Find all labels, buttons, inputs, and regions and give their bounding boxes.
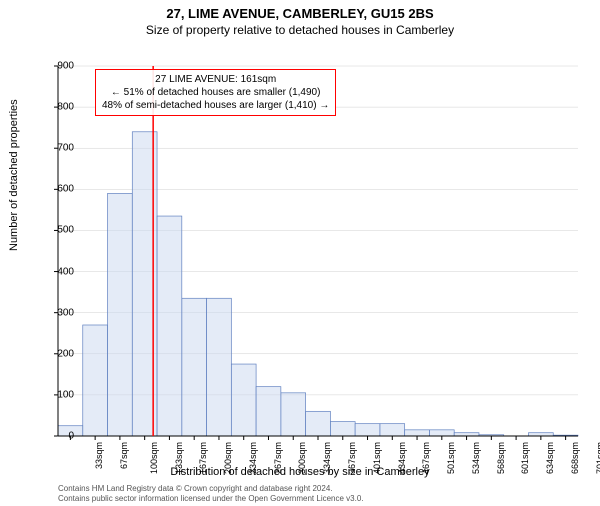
y-tick-label: 700: [57, 143, 74, 154]
histogram-bar: [182, 298, 207, 436]
y-axis-label: Number of detached properties: [8, 99, 20, 251]
x-axis-label: Distribution of detached houses by size …: [0, 466, 600, 478]
histogram-bar: [355, 424, 380, 436]
annotation-line-3: 48% of semi-detached houses are larger (…: [102, 99, 329, 112]
y-tick-label: 200: [57, 348, 74, 359]
histogram-bar: [429, 430, 454, 436]
x-tick-label: 33sqm: [94, 442, 104, 469]
y-tick-label: 100: [57, 389, 74, 400]
y-tick-label: 500: [57, 225, 74, 236]
attribution-line-2: Contains public sector information licen…: [58, 494, 364, 504]
chart-container: 27, LIME AVENUE, CAMBERLEY, GU15 2BS Siz…: [0, 6, 600, 506]
y-tick-label: 400: [57, 266, 74, 277]
y-tick-label: 800: [57, 102, 74, 113]
histogram-bar: [108, 193, 133, 436]
histogram-bar: [281, 393, 306, 436]
y-tick-label: 0: [68, 431, 74, 442]
annotation-line-1: 27 LIME AVENUE: 161sqm: [102, 73, 329, 86]
page-subtitle: Size of property relative to detached ho…: [0, 23, 600, 37]
histogram-bar: [306, 411, 331, 436]
histogram-bar: [157, 216, 182, 436]
histogram-bar: [380, 424, 405, 436]
y-tick-label: 300: [57, 307, 74, 318]
histogram-bar: [207, 298, 232, 436]
histogram-bar: [231, 364, 256, 436]
plot-area: [58, 66, 578, 436]
histogram-bar: [330, 422, 355, 436]
histogram-bar: [83, 325, 108, 436]
histogram-bar: [405, 430, 430, 436]
histogram-svg: [58, 66, 578, 436]
attribution-line-1: Contains HM Land Registry data © Crown c…: [58, 484, 364, 494]
attribution-text: Contains HM Land Registry data © Crown c…: [58, 484, 364, 503]
y-tick-label: 600: [57, 184, 74, 195]
x-tick-label: 67sqm: [119, 442, 129, 469]
histogram-bar: [256, 387, 281, 436]
page-title: 27, LIME AVENUE, CAMBERLEY, GU15 2BS: [0, 6, 600, 21]
annotation-line-2: ← 51% of detached houses are smaller (1,…: [102, 86, 329, 99]
y-tick-label: 900: [57, 61, 74, 72]
annotation-box: 27 LIME AVENUE: 161sqm ← 51% of detached…: [95, 69, 336, 116]
